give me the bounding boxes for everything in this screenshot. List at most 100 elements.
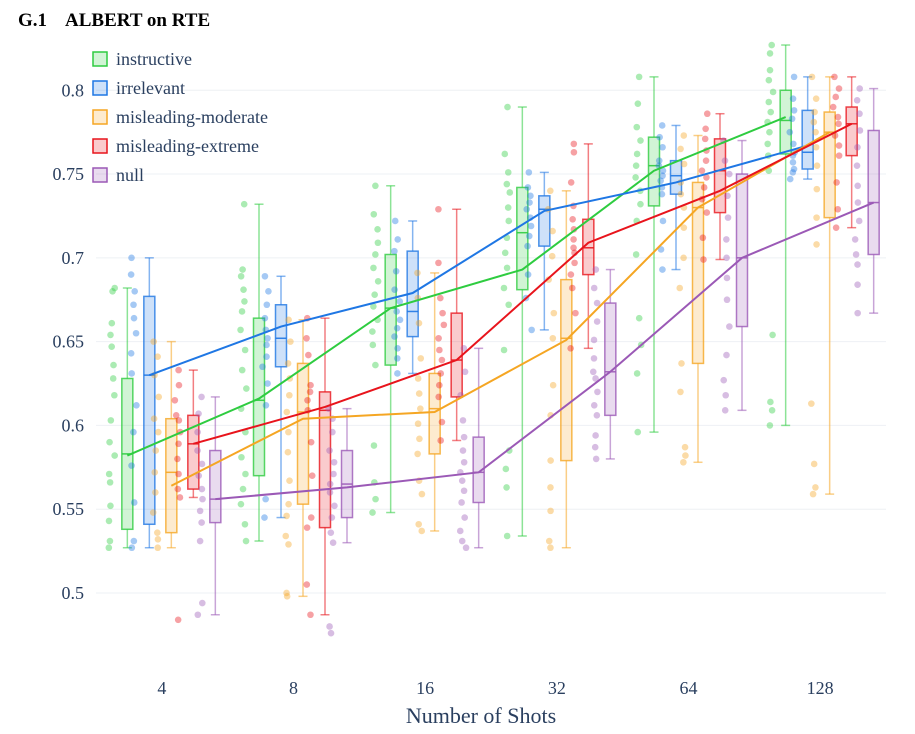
data-point	[265, 288, 272, 295]
data-point	[700, 184, 708, 191]
data-point	[396, 316, 404, 324]
data-point	[175, 417, 183, 424]
data-point	[502, 465, 510, 473]
data-point	[238, 308, 246, 315]
data-point	[414, 375, 422, 382]
data-point	[526, 199, 533, 206]
data-point	[133, 401, 140, 409]
data-point	[105, 470, 113, 478]
data-point	[676, 284, 684, 292]
data-point	[808, 73, 816, 81]
data-point	[331, 502, 338, 510]
data-point	[154, 428, 162, 436]
data-point	[303, 334, 310, 342]
data-point	[239, 266, 246, 273]
series-misleading-extreme-mean-line	[193, 122, 853, 445]
data-point	[435, 334, 442, 342]
data-point	[417, 355, 425, 362]
data-point	[856, 127, 864, 134]
data-point	[128, 254, 135, 262]
data-point	[330, 470, 337, 478]
data-point	[548, 252, 556, 260]
legend: instructive irrelevant misleading-moderate…	[92, 49, 268, 185]
data-point	[127, 271, 135, 278]
data-point	[769, 88, 777, 96]
data-point	[768, 407, 776, 414]
data-point	[326, 447, 333, 454]
data-point	[811, 108, 818, 116]
data-point	[655, 157, 663, 164]
data-point	[326, 480, 334, 488]
legend-swatch	[92, 167, 108, 183]
data-point	[152, 489, 159, 496]
data-point	[237, 326, 244, 334]
data-point	[261, 272, 269, 280]
data-point	[659, 167, 667, 175]
data-point	[391, 333, 398, 340]
data-point	[813, 241, 820, 248]
data-point	[789, 169, 797, 176]
data-point	[680, 160, 688, 168]
data-point	[393, 355, 401, 362]
legend-item-instructive: instructive	[92, 49, 192, 69]
data-point	[415, 319, 423, 327]
data-point	[723, 236, 730, 243]
data-point	[394, 236, 402, 243]
data-point	[833, 179, 840, 186]
data-point	[632, 251, 640, 258]
data-point	[195, 410, 202, 417]
data-point	[303, 524, 311, 531]
data-point	[242, 537, 250, 545]
data-point	[417, 405, 424, 412]
data-point	[240, 200, 248, 208]
data-point	[198, 485, 206, 493]
data-point	[195, 472, 203, 479]
box	[450, 312, 463, 398]
data-point	[154, 536, 162, 543]
data-point	[724, 214, 732, 221]
box	[165, 417, 178, 534]
data-point	[263, 341, 270, 349]
data-point	[372, 182, 379, 190]
data-point	[680, 224, 688, 231]
data-point	[460, 345, 468, 352]
data-point	[834, 205, 842, 213]
box	[209, 449, 222, 524]
data-point	[369, 328, 376, 335]
data-point	[503, 532, 511, 540]
data-point	[637, 200, 644, 208]
legend-swatch	[92, 51, 108, 67]
data-point	[131, 288, 139, 295]
data-point	[524, 271, 532, 278]
data-point	[108, 343, 115, 350]
legend-label: null	[116, 165, 144, 185]
data-point	[632, 174, 639, 181]
data-point	[829, 103, 837, 111]
data-point	[589, 368, 597, 376]
data-point	[813, 162, 821, 169]
data-point	[150, 338, 157, 345]
data-point	[834, 113, 842, 121]
series-irrelevant-mean-line	[148, 144, 808, 377]
y-tick-label: 0.55	[53, 499, 85, 519]
data-point	[303, 581, 311, 588]
data-point	[241, 298, 248, 305]
data-point	[854, 261, 861, 268]
data-point	[194, 447, 201, 454]
legend-label: misleading-extreme	[116, 136, 259, 156]
data-point	[435, 393, 442, 401]
data-point	[285, 541, 292, 548]
y-tick-label: 0.6	[62, 415, 85, 435]
box	[604, 302, 617, 417]
data-point	[703, 110, 711, 118]
data-point	[701, 135, 709, 143]
data-point	[569, 215, 576, 223]
data-point	[370, 264, 377, 272]
x-tick-label: 16	[416, 678, 434, 698]
data-point	[635, 73, 643, 81]
data-point	[813, 214, 820, 221]
data-point	[767, 398, 774, 406]
data-point	[107, 502, 114, 510]
data-point	[109, 375, 117, 382]
